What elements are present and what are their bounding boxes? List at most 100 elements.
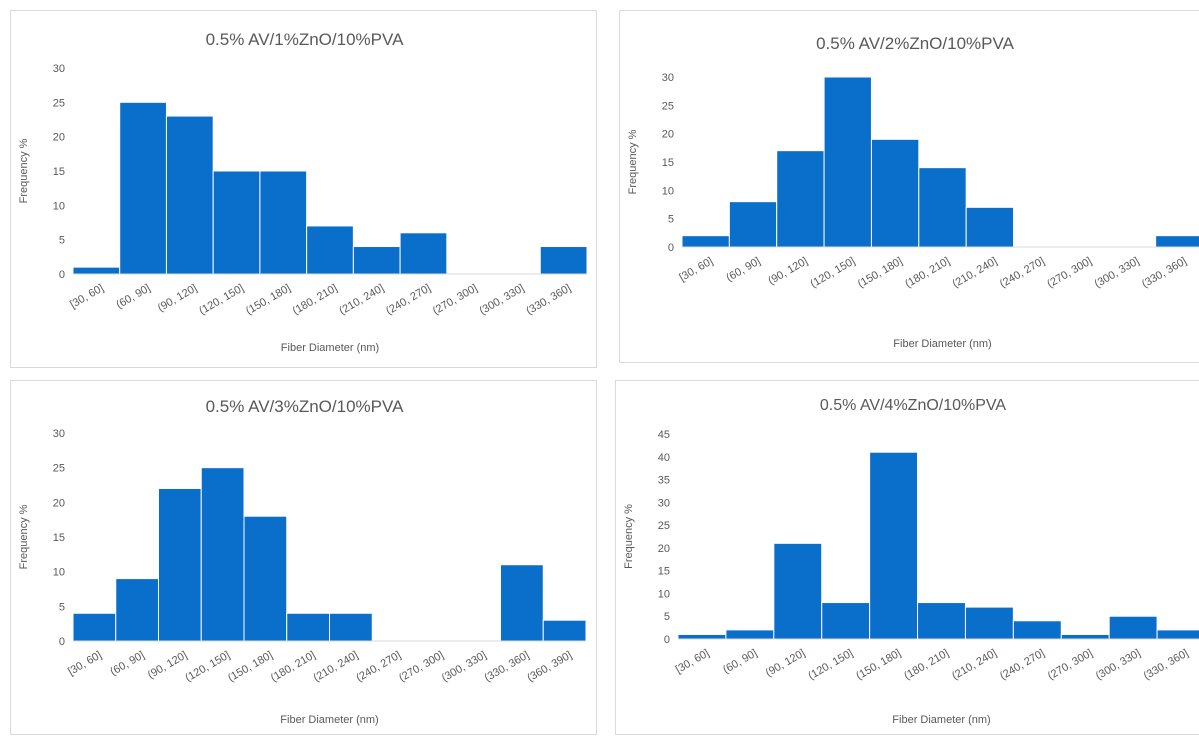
x-tick-label: (90, 120] <box>766 255 810 287</box>
y-tick-label: 5 <box>59 601 65 613</box>
bar-1 <box>115 578 159 642</box>
x-tick-label: (270, 300] <box>1045 255 1094 290</box>
histogram-panel-1pct-zno: 0.5% AV/1%ZnO/10%PVA 0 5 10 15 20 25 30 Frequenc… <box>10 10 597 368</box>
x-tick-label: (120, 150] <box>806 647 855 682</box>
chart-svg: 0.5% AV/2%ZnO/10%PVA 0 5 10 15 20 25 30 Frequenc… <box>627 34 1199 350</box>
bar-5 <box>306 225 354 275</box>
bar-3 <box>212 170 261 275</box>
x-axis-label: Fiber Diameter (nm) <box>893 338 991 350</box>
y-tick-label: 20 <box>662 129 674 141</box>
y-tick-label: 10 <box>53 200 65 212</box>
chart-svg: 0.5% AV/3%ZnO/10%PVA 0 5 10 15 20 25 30 Frequenc… <box>18 397 587 726</box>
bar-11 <box>542 619 587 642</box>
y-tick-label: 30 <box>662 72 674 84</box>
x-tick-label: (150, 180] <box>854 647 903 682</box>
y-axis-label: Frequency % <box>627 129 639 194</box>
bar-6 <box>964 606 1014 640</box>
y-tick-label: 0 <box>59 636 65 648</box>
histogram-panel-3pct-zno: 0.5% AV/3%ZnO/10%PVA 0 5 10 15 20 25 30 Frequenc… <box>10 380 597 735</box>
bar-5 <box>286 612 330 642</box>
y-tick-label: 0 <box>668 242 674 254</box>
bar-7 <box>1012 620 1062 640</box>
y-tick-label: 25 <box>662 100 674 112</box>
y-axis-label: Frequency % <box>623 504 635 569</box>
bar-10 <box>539 246 588 275</box>
bar-3 <box>200 467 245 642</box>
x-tick-label: (150, 180] <box>244 282 293 317</box>
y-tick-label: 30 <box>53 63 65 75</box>
x-tick-label: (270, 300] <box>397 649 446 684</box>
x-tick-label: (240, 270] <box>384 282 433 317</box>
y-tick-label: 15 <box>53 532 65 544</box>
x-axis-label: Fiber Diameter (nm) <box>281 342 379 354</box>
y-tick-label: 10 <box>662 185 674 197</box>
bar-3 <box>821 602 871 640</box>
chart-title: 0.5% AV/1%ZnO/10%PVA <box>206 30 404 49</box>
y-tick-label: 0 <box>664 634 670 646</box>
x-tick-label: (180, 210] <box>903 255 952 290</box>
x-tick-label: (120, 150] <box>808 255 857 290</box>
bar-1 <box>725 629 775 640</box>
x-tick-label: (150, 180] <box>856 255 905 290</box>
x-tick-label: (210, 240] <box>337 282 386 317</box>
bar-9 <box>1108 615 1158 640</box>
x-tick-label: [30, 60] <box>674 647 712 676</box>
bar-2 <box>165 115 214 275</box>
histogram-panel-4pct-zno: 0.5% AV/4%ZnO/10%PVA 0 5 10 15 20 25 30 35 40 45 Fr… <box>615 380 1199 735</box>
chart-svg: 0.5% AV/4%ZnO/10%PVA 0 5 10 15 20 25 30 35 40 45 Fr… <box>623 397 1199 726</box>
y-axis-label: Frequency % <box>18 504 30 569</box>
bar-0 <box>681 235 730 248</box>
x-tick-label: (240, 270] <box>998 255 1047 290</box>
y-tick-label: 15 <box>53 166 65 178</box>
bar-2 <box>776 150 825 248</box>
chart-title: 0.5% AV/3%ZnO/10%PVA <box>206 397 404 416</box>
x-tick-label: [30, 60] <box>66 649 104 678</box>
x-tick-label: (300, 330] <box>1094 647 1143 682</box>
y-tick-label: 45 <box>658 429 670 441</box>
x-tick-label: (210, 240] <box>950 255 999 290</box>
y-tick-label: 20 <box>658 543 670 555</box>
chart-title: 0.5% AV/2%ZnO/10%PVA <box>816 34 1014 53</box>
bar-10 <box>500 564 544 642</box>
y-tick-label: 30 <box>53 428 65 440</box>
bar-4 <box>259 170 308 275</box>
x-tick-label: (120, 150] <box>183 649 232 684</box>
x-tick-label: (330, 360] <box>1142 647 1191 682</box>
y-tick-label: 40 <box>658 452 670 464</box>
bar-5 <box>918 167 967 248</box>
y-tick-label: 5 <box>668 214 674 226</box>
bar-1 <box>119 101 167 275</box>
x-tick-label: (330, 360] <box>1140 255 1189 290</box>
x-tick-label: (90, 120] <box>146 649 190 681</box>
x-tick-label: (90, 120] <box>764 647 808 679</box>
x-tick-label: (300, 330] <box>1093 255 1142 290</box>
chart-svg: 0.5% AV/1%ZnO/10%PVA 0 5 10 15 20 25 30 Frequenc… <box>18 30 588 354</box>
bar-4 <box>869 451 919 640</box>
x-tick-label: (360, 390] <box>525 649 574 684</box>
x-tick-label: (120, 150] <box>197 282 246 317</box>
bar-4 <box>243 515 288 642</box>
x-tick-label: (330, 360] <box>524 282 573 317</box>
x-tick-label: [30, 60] <box>68 282 106 311</box>
y-tick-label: 15 <box>662 157 674 169</box>
x-tick-label: (60, 90] <box>724 255 762 284</box>
bar-6 <box>965 206 1015 248</box>
bar-7 <box>399 232 448 275</box>
x-tick-label: (210, 240] <box>311 649 360 684</box>
bar-6 <box>352 246 401 275</box>
x-tick-label: (240, 270] <box>354 649 403 684</box>
x-tick-label: (60, 90] <box>114 282 152 311</box>
y-tick-label: 20 <box>53 132 65 144</box>
x-tick-label: (180, 210] <box>291 282 340 317</box>
x-tick-label: (330, 360] <box>482 649 531 684</box>
y-tick-label: 20 <box>53 497 65 509</box>
bar-8 <box>1060 633 1110 640</box>
x-tick-label: (210, 240] <box>950 647 999 682</box>
histogram-panel-2pct-zno: 0.5% AV/2%ZnO/10%PVA 0 5 10 15 20 25 30 Frequenc… <box>619 10 1199 363</box>
y-tick-label: 25 <box>658 520 670 532</box>
y-tick-label: 25 <box>53 463 65 475</box>
bar-0 <box>72 612 117 642</box>
y-tick-label: 0 <box>59 269 65 281</box>
y-tick-label: 5 <box>59 235 65 247</box>
bar-2 <box>773 542 823 640</box>
